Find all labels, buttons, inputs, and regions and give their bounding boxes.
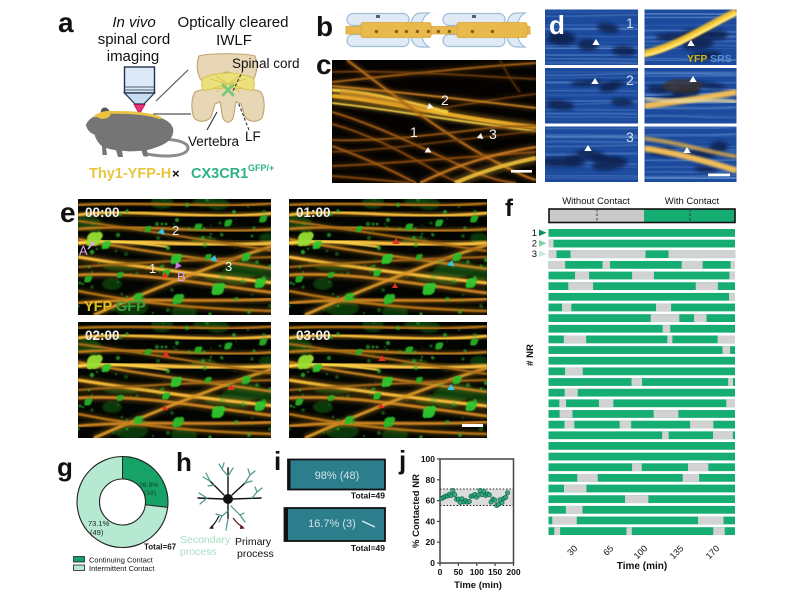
svg-text:YFP: YFP bbox=[84, 299, 113, 315]
svg-text:YFP: YFP bbox=[687, 53, 707, 65]
svg-text:d: d bbox=[549, 10, 565, 40]
svg-text:200: 200 bbox=[506, 567, 520, 577]
svg-text:3: 3 bbox=[225, 259, 232, 274]
svg-text:73.1%: 73.1% bbox=[88, 519, 110, 528]
svg-text:0: 0 bbox=[430, 558, 435, 568]
svg-text:Time (min): Time (min) bbox=[617, 561, 667, 572]
svg-text:16.7% (3): 16.7% (3) bbox=[308, 518, 356, 530]
svg-text:i: i bbox=[274, 446, 281, 476]
svg-text:g: g bbox=[57, 452, 73, 482]
svg-text:100: 100 bbox=[470, 567, 484, 577]
svg-text:e: e bbox=[60, 197, 76, 228]
svg-text:Continuing Contact: Continuing Contact bbox=[89, 556, 154, 565]
svg-text:100: 100 bbox=[421, 454, 435, 464]
svg-text:×: × bbox=[172, 166, 180, 181]
svg-text:process: process bbox=[180, 546, 217, 558]
svg-text:Intermittent Contact: Intermittent Contact bbox=[89, 564, 155, 573]
svg-text:40: 40 bbox=[426, 516, 436, 526]
svg-text:a: a bbox=[58, 7, 74, 38]
svg-text:Spinal cord: Spinal cord bbox=[232, 56, 300, 71]
svg-text:03:00: 03:00 bbox=[296, 328, 331, 343]
svg-text:2: 2 bbox=[626, 72, 634, 88]
svg-text:150: 150 bbox=[488, 567, 502, 577]
svg-text:Total=67: Total=67 bbox=[144, 543, 177, 552]
svg-text:h: h bbox=[176, 447, 192, 477]
svg-text:spinal cord: spinal cord bbox=[98, 31, 171, 48]
svg-text:3: 3 bbox=[532, 249, 537, 260]
svg-text:A: A bbox=[79, 243, 88, 258]
svg-text:B: B bbox=[177, 269, 186, 284]
svg-text:(49): (49) bbox=[90, 528, 104, 537]
svg-text:Total=49: Total=49 bbox=[351, 491, 385, 501]
svg-text:SRS: SRS bbox=[710, 53, 732, 65]
svg-text:1: 1 bbox=[149, 261, 156, 276]
svg-text:Optically cleared: Optically cleared bbox=[178, 14, 289, 31]
svg-text:In vivo: In vivo bbox=[112, 14, 155, 31]
svg-text:60: 60 bbox=[426, 496, 436, 506]
svg-text:2: 2 bbox=[441, 92, 449, 108]
svg-text:Thy1-YFP-H: Thy1-YFP-H bbox=[89, 166, 171, 182]
svg-text:IWLF: IWLF bbox=[216, 32, 252, 49]
svg-text:02:00: 02:00 bbox=[85, 328, 120, 343]
svg-text:1: 1 bbox=[410, 124, 418, 140]
svg-text:00:00: 00:00 bbox=[85, 205, 120, 220]
svg-text:Primary: Primary bbox=[235, 536, 272, 548]
svg-text:1: 1 bbox=[532, 228, 537, 239]
svg-text:GFP/+: GFP/+ bbox=[248, 163, 274, 173]
svg-text:3: 3 bbox=[489, 126, 497, 142]
svg-text:CX3CR1: CX3CR1 bbox=[191, 166, 248, 182]
svg-text:% Contacted NR: % Contacted NR bbox=[411, 474, 422, 548]
svg-text:LF: LF bbox=[245, 129, 261, 144]
svg-text:With Contact: With Contact bbox=[665, 196, 720, 207]
svg-text:20: 20 bbox=[426, 537, 436, 547]
svg-text:01:00: 01:00 bbox=[296, 205, 331, 220]
svg-text:2: 2 bbox=[172, 223, 179, 238]
svg-text:j: j bbox=[398, 445, 406, 475]
svg-text:c: c bbox=[316, 49, 332, 80]
svg-text:b: b bbox=[316, 11, 333, 42]
svg-text:0: 0 bbox=[438, 567, 443, 577]
svg-text:Without Contact: Without Contact bbox=[562, 196, 630, 207]
svg-text:1: 1 bbox=[626, 15, 634, 31]
svg-text:Time (min): Time (min) bbox=[454, 580, 502, 591]
svg-text:2: 2 bbox=[532, 239, 537, 250]
svg-text:50: 50 bbox=[454, 567, 464, 577]
svg-text:(18): (18) bbox=[144, 490, 156, 497]
svg-text:Secondary: Secondary bbox=[180, 534, 231, 546]
svg-text:process: process bbox=[237, 548, 274, 560]
svg-text:98% (48): 98% (48) bbox=[315, 470, 360, 482]
svg-text:80: 80 bbox=[426, 475, 436, 485]
svg-text:imaging: imaging bbox=[107, 48, 160, 65]
svg-text:GFP: GFP bbox=[116, 299, 146, 315]
svg-text:Total=49: Total=49 bbox=[351, 543, 385, 553]
svg-text:3: 3 bbox=[626, 129, 634, 145]
svg-text:# NR: # NR bbox=[525, 344, 536, 366]
svg-text:Vertebra: Vertebra bbox=[188, 134, 240, 149]
svg-text:f: f bbox=[505, 195, 514, 222]
svg-text:26.9%: 26.9% bbox=[139, 482, 158, 489]
